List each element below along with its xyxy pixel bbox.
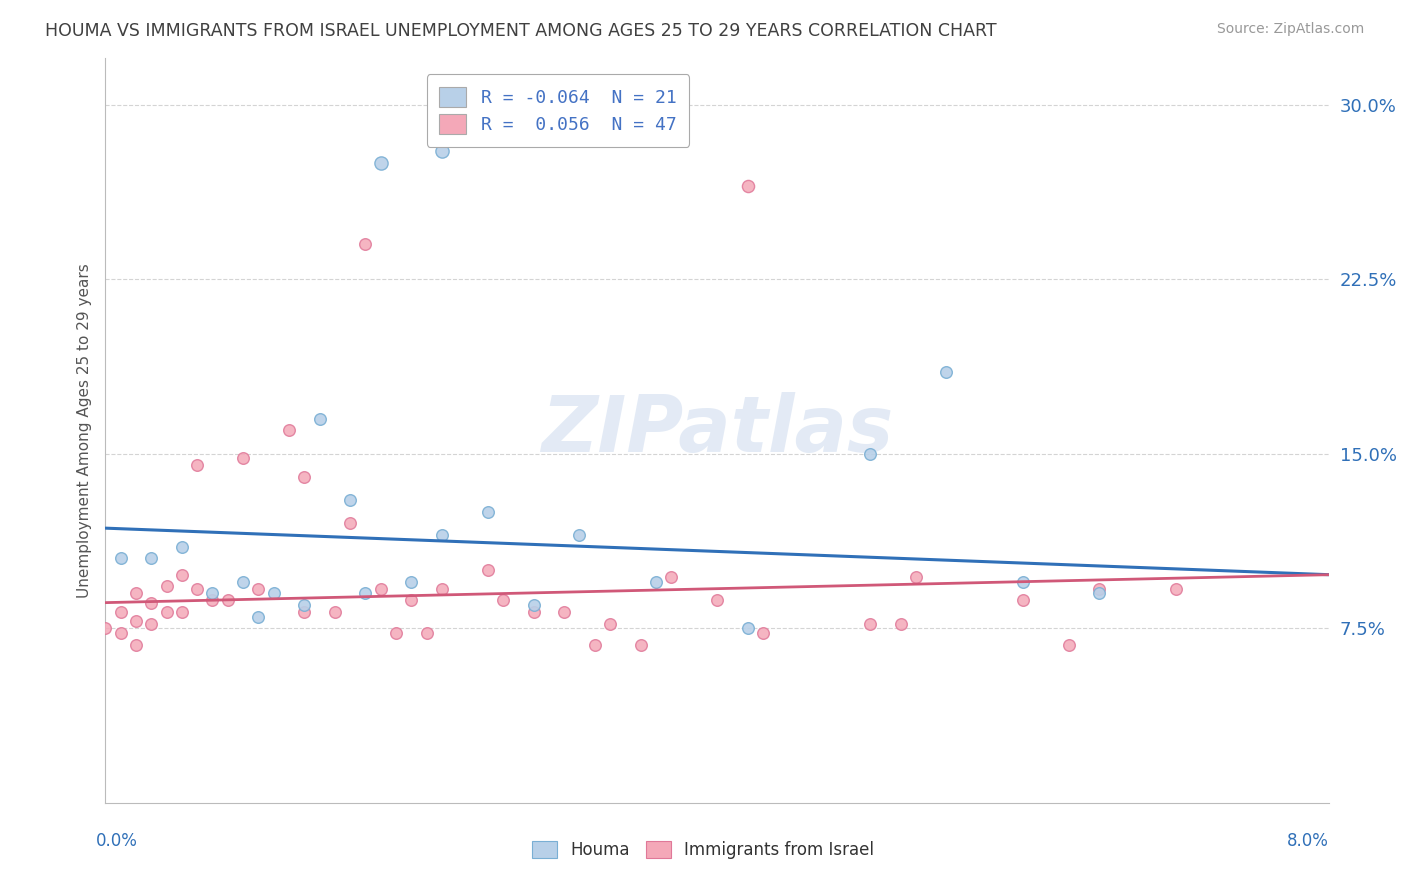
Point bbox=[217, 593, 239, 607]
Point bbox=[415, 626, 437, 640]
Point bbox=[354, 586, 377, 600]
Point bbox=[399, 574, 422, 589]
Point bbox=[599, 616, 621, 631]
Point bbox=[110, 551, 132, 566]
Text: Source: ZipAtlas.com: Source: ZipAtlas.com bbox=[1216, 22, 1364, 37]
Point bbox=[186, 458, 208, 473]
Y-axis label: Unemployment Among Ages 25 to 29 years: Unemployment Among Ages 25 to 29 years bbox=[76, 263, 91, 598]
Point bbox=[553, 605, 575, 619]
Point bbox=[385, 626, 408, 640]
Point bbox=[737, 179, 759, 194]
Point bbox=[232, 451, 254, 466]
Point bbox=[935, 365, 957, 379]
Point bbox=[477, 563, 499, 577]
Point bbox=[155, 579, 177, 593]
Point bbox=[292, 605, 315, 619]
Text: 8.0%: 8.0% bbox=[1286, 831, 1329, 849]
Point bbox=[125, 614, 148, 628]
Point bbox=[1057, 638, 1080, 652]
Point bbox=[110, 626, 132, 640]
Point bbox=[278, 423, 301, 437]
Point bbox=[308, 411, 330, 425]
Point bbox=[247, 609, 270, 624]
Point bbox=[201, 593, 224, 607]
Text: HOUMA VS IMMIGRANTS FROM ISRAEL UNEMPLOYMENT AMONG AGES 25 TO 29 YEARS CORRELATI: HOUMA VS IMMIGRANTS FROM ISRAEL UNEMPLOY… bbox=[45, 22, 997, 40]
Point bbox=[125, 638, 148, 652]
Point bbox=[141, 551, 163, 566]
Point bbox=[170, 567, 193, 582]
Point bbox=[170, 540, 193, 554]
Point bbox=[523, 598, 546, 612]
Point bbox=[141, 616, 163, 631]
Point bbox=[859, 447, 882, 461]
Point bbox=[370, 582, 392, 596]
Point bbox=[583, 638, 606, 652]
Text: ZIPatlas: ZIPatlas bbox=[541, 392, 893, 468]
Point bbox=[706, 593, 728, 607]
Point bbox=[94, 621, 117, 635]
Point bbox=[247, 582, 270, 596]
Point bbox=[263, 586, 285, 600]
Legend: Houma, Immigrants from Israel: Houma, Immigrants from Israel bbox=[523, 833, 883, 868]
Point bbox=[201, 586, 224, 600]
Point bbox=[430, 144, 453, 158]
Point bbox=[889, 616, 911, 631]
Point bbox=[644, 574, 666, 589]
Point bbox=[1011, 593, 1033, 607]
Point bbox=[186, 582, 208, 596]
Point bbox=[904, 570, 927, 584]
Point bbox=[170, 605, 193, 619]
Point bbox=[1011, 574, 1033, 589]
Point bbox=[859, 616, 882, 631]
Point bbox=[568, 528, 591, 542]
Point bbox=[292, 470, 315, 484]
Text: 0.0%: 0.0% bbox=[96, 831, 138, 849]
Point bbox=[339, 516, 361, 531]
Point bbox=[430, 582, 453, 596]
Point bbox=[354, 237, 377, 252]
Point bbox=[339, 493, 361, 508]
Point bbox=[110, 605, 132, 619]
Point bbox=[659, 570, 682, 584]
Point bbox=[399, 593, 422, 607]
Point bbox=[141, 596, 163, 610]
Legend: R = -0.064  N = 21, R =  0.056  N = 47: R = -0.064 N = 21, R = 0.056 N = 47 bbox=[427, 74, 689, 146]
Point bbox=[492, 593, 515, 607]
Point bbox=[370, 155, 392, 169]
Point bbox=[1164, 582, 1187, 596]
Point bbox=[523, 605, 546, 619]
Point bbox=[1088, 582, 1111, 596]
Point bbox=[752, 626, 775, 640]
Point bbox=[125, 586, 148, 600]
Point bbox=[1088, 586, 1111, 600]
Point bbox=[737, 621, 759, 635]
Point bbox=[155, 605, 177, 619]
Point bbox=[477, 505, 499, 519]
Point bbox=[430, 528, 453, 542]
Point bbox=[630, 638, 652, 652]
Point bbox=[292, 598, 315, 612]
Point bbox=[323, 605, 346, 619]
Point bbox=[232, 574, 254, 589]
